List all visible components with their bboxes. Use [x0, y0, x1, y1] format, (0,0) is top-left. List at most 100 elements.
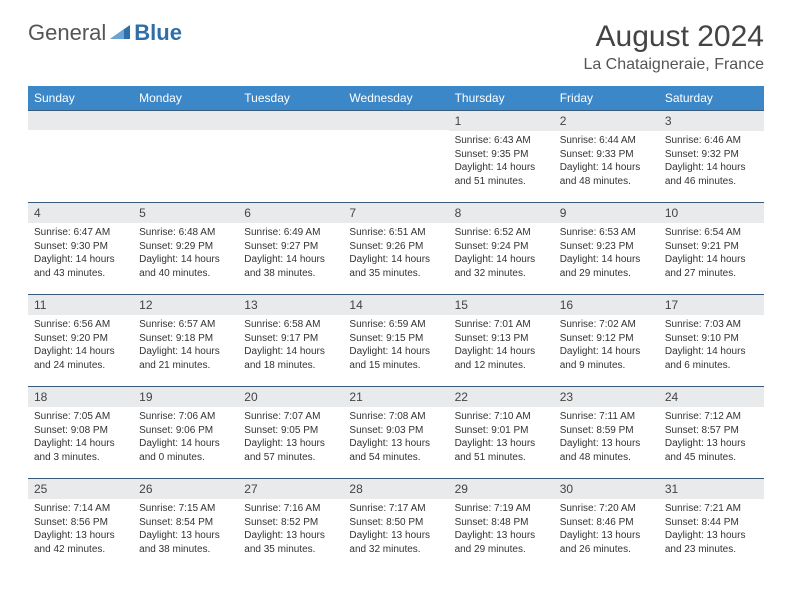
day-cell: 28Sunrise: 7:17 AMSunset: 8:50 PMDayligh…	[343, 478, 448, 570]
sunset-text: Sunset: 9:26 PM	[349, 240, 442, 254]
day-content: Sunrise: 7:19 AMSunset: 8:48 PMDaylight:…	[449, 499, 554, 560]
day-cell: 26Sunrise: 7:15 AMSunset: 8:54 PMDayligh…	[133, 478, 238, 570]
sunset-text: Sunset: 9:32 PM	[665, 148, 758, 162]
day-number: 30	[554, 478, 659, 499]
day-number: 22	[449, 386, 554, 407]
sunset-text: Sunset: 9:23 PM	[560, 240, 653, 254]
day-content: Sunrise: 7:07 AMSunset: 9:05 PMDaylight:…	[238, 407, 343, 468]
sunset-text: Sunset: 9:30 PM	[34, 240, 127, 254]
logo: General Blue	[28, 20, 182, 46]
dayhead-friday: Friday	[554, 86, 659, 110]
daylight-text: Daylight: 14 hours and 29 minutes.	[560, 253, 653, 280]
sunrise-text: Sunrise: 7:01 AM	[455, 318, 548, 332]
day-cell: 11Sunrise: 6:56 AMSunset: 9:20 PMDayligh…	[28, 294, 133, 386]
day-content: Sunrise: 7:08 AMSunset: 9:03 PMDaylight:…	[343, 407, 448, 468]
daylight-text: Daylight: 13 hours and 57 minutes.	[244, 437, 337, 464]
sunrise-text: Sunrise: 6:51 AM	[349, 226, 442, 240]
daylight-text: Daylight: 13 hours and 29 minutes.	[455, 529, 548, 556]
sunrise-text: Sunrise: 7:08 AM	[349, 410, 442, 424]
sunset-text: Sunset: 9:06 PM	[139, 424, 232, 438]
day-cell: 4Sunrise: 6:47 AMSunset: 9:30 PMDaylight…	[28, 202, 133, 294]
sunset-text: Sunset: 9:29 PM	[139, 240, 232, 254]
week-row: 25Sunrise: 7:14 AMSunset: 8:56 PMDayligh…	[28, 478, 764, 570]
dayhead-wednesday: Wednesday	[343, 86, 448, 110]
daylight-text: Daylight: 14 hours and 51 minutes.	[455, 161, 548, 188]
day-cell: 27Sunrise: 7:16 AMSunset: 8:52 PMDayligh…	[238, 478, 343, 570]
sunrise-text: Sunrise: 6:52 AM	[455, 226, 548, 240]
sunrise-text: Sunrise: 6:47 AM	[34, 226, 127, 240]
sunset-text: Sunset: 9:35 PM	[455, 148, 548, 162]
day-number	[343, 110, 448, 130]
dayhead-tuesday: Tuesday	[238, 86, 343, 110]
daylight-text: Daylight: 13 hours and 51 minutes.	[455, 437, 548, 464]
day-cell: 3Sunrise: 6:46 AMSunset: 9:32 PMDaylight…	[659, 110, 764, 202]
day-number: 2	[554, 110, 659, 131]
day-content: Sunrise: 7:17 AMSunset: 8:50 PMDaylight:…	[343, 499, 448, 560]
sunrise-text: Sunrise: 7:15 AM	[139, 502, 232, 516]
day-content: Sunrise: 6:44 AMSunset: 9:33 PMDaylight:…	[554, 131, 659, 192]
day-content: Sunrise: 7:20 AMSunset: 8:46 PMDaylight:…	[554, 499, 659, 560]
day-number: 1	[449, 110, 554, 131]
day-number: 7	[343, 202, 448, 223]
day-cell	[343, 110, 448, 202]
day-cell: 30Sunrise: 7:20 AMSunset: 8:46 PMDayligh…	[554, 478, 659, 570]
day-number: 3	[659, 110, 764, 131]
day-cell: 31Sunrise: 7:21 AMSunset: 8:44 PMDayligh…	[659, 478, 764, 570]
sunset-text: Sunset: 9:15 PM	[349, 332, 442, 346]
daylight-text: Daylight: 14 hours and 18 minutes.	[244, 345, 337, 372]
sunrise-text: Sunrise: 7:20 AM	[560, 502, 653, 516]
day-number: 21	[343, 386, 448, 407]
day-cell: 2Sunrise: 6:44 AMSunset: 9:33 PMDaylight…	[554, 110, 659, 202]
sunset-text: Sunset: 9:13 PM	[455, 332, 548, 346]
sunrise-text: Sunrise: 6:43 AM	[455, 134, 548, 148]
sunrise-text: Sunrise: 7:16 AM	[244, 502, 337, 516]
day-number	[133, 110, 238, 130]
day-content: Sunrise: 6:53 AMSunset: 9:23 PMDaylight:…	[554, 223, 659, 284]
day-content: Sunrise: 7:11 AMSunset: 8:59 PMDaylight:…	[554, 407, 659, 468]
daylight-text: Daylight: 14 hours and 38 minutes.	[244, 253, 337, 280]
day-content: Sunrise: 6:48 AMSunset: 9:29 PMDaylight:…	[133, 223, 238, 284]
daylight-text: Daylight: 14 hours and 43 minutes.	[34, 253, 127, 280]
logo-text-blue: Blue	[134, 20, 182, 46]
sunrise-text: Sunrise: 7:17 AM	[349, 502, 442, 516]
day-content: Sunrise: 6:58 AMSunset: 9:17 PMDaylight:…	[238, 315, 343, 376]
day-number: 20	[238, 386, 343, 407]
daylight-text: Daylight: 14 hours and 21 minutes.	[139, 345, 232, 372]
day-cell: 9Sunrise: 6:53 AMSunset: 9:23 PMDaylight…	[554, 202, 659, 294]
daylight-text: Daylight: 14 hours and 32 minutes.	[455, 253, 548, 280]
sunrise-text: Sunrise: 7:11 AM	[560, 410, 653, 424]
day-content: Sunrise: 6:47 AMSunset: 9:30 PMDaylight:…	[28, 223, 133, 284]
day-number: 10	[659, 202, 764, 223]
day-content: Sunrise: 7:06 AMSunset: 9:06 PMDaylight:…	[133, 407, 238, 468]
sunset-text: Sunset: 8:54 PM	[139, 516, 232, 530]
daylight-text: Daylight: 13 hours and 42 minutes.	[34, 529, 127, 556]
daylight-text: Daylight: 14 hours and 46 minutes.	[665, 161, 758, 188]
sunrise-text: Sunrise: 6:44 AM	[560, 134, 653, 148]
day-number: 17	[659, 294, 764, 315]
sunset-text: Sunset: 9:27 PM	[244, 240, 337, 254]
day-cell	[238, 110, 343, 202]
sunset-text: Sunset: 9:20 PM	[34, 332, 127, 346]
daylight-text: Daylight: 14 hours and 3 minutes.	[34, 437, 127, 464]
sunrise-text: Sunrise: 7:12 AM	[665, 410, 758, 424]
sunset-text: Sunset: 9:21 PM	[665, 240, 758, 254]
day-content: Sunrise: 7:14 AMSunset: 8:56 PMDaylight:…	[28, 499, 133, 560]
sunrise-text: Sunrise: 7:05 AM	[34, 410, 127, 424]
day-cell: 22Sunrise: 7:10 AMSunset: 9:01 PMDayligh…	[449, 386, 554, 478]
calendar-table: Sunday Monday Tuesday Wednesday Thursday…	[28, 86, 764, 570]
day-number: 26	[133, 478, 238, 499]
day-cell: 21Sunrise: 7:08 AMSunset: 9:03 PMDayligh…	[343, 386, 448, 478]
daylight-text: Daylight: 14 hours and 24 minutes.	[34, 345, 127, 372]
day-cell: 20Sunrise: 7:07 AMSunset: 9:05 PMDayligh…	[238, 386, 343, 478]
daylight-text: Daylight: 14 hours and 35 minutes.	[349, 253, 442, 280]
daylight-text: Daylight: 14 hours and 15 minutes.	[349, 345, 442, 372]
sunset-text: Sunset: 8:44 PM	[665, 516, 758, 530]
sunset-text: Sunset: 8:56 PM	[34, 516, 127, 530]
day-cell: 18Sunrise: 7:05 AMSunset: 9:08 PMDayligh…	[28, 386, 133, 478]
day-cell: 6Sunrise: 6:49 AMSunset: 9:27 PMDaylight…	[238, 202, 343, 294]
sunrise-text: Sunrise: 6:57 AM	[139, 318, 232, 332]
week-row: 18Sunrise: 7:05 AMSunset: 9:08 PMDayligh…	[28, 386, 764, 478]
sunset-text: Sunset: 8:52 PM	[244, 516, 337, 530]
day-content: Sunrise: 7:05 AMSunset: 9:08 PMDaylight:…	[28, 407, 133, 468]
daylight-text: Daylight: 13 hours and 23 minutes.	[665, 529, 758, 556]
